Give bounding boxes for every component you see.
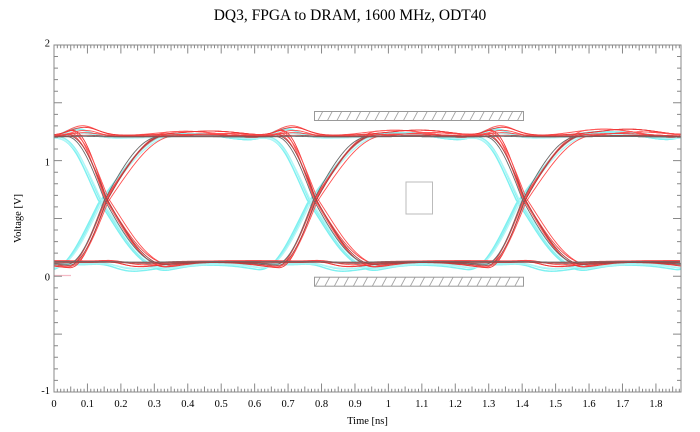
svg-text:1.2: 1.2 (449, 399, 462, 410)
svg-text:0.1: 0.1 (81, 399, 94, 410)
svg-text:0: 0 (51, 399, 56, 410)
svg-text:1.7: 1.7 (616, 399, 629, 410)
svg-text:1.3: 1.3 (482, 399, 495, 410)
svg-text:-1: -1 (41, 386, 50, 397)
svg-text:0.2: 0.2 (114, 399, 127, 410)
svg-text:1: 1 (45, 158, 50, 169)
svg-text:Voltage [V]: Voltage [V] (13, 194, 24, 243)
svg-text:2: 2 (45, 39, 50, 50)
svg-text:0.5: 0.5 (215, 399, 228, 410)
svg-text:0.4: 0.4 (181, 399, 195, 410)
svg-text:1: 1 (386, 399, 391, 410)
svg-text:0: 0 (45, 273, 50, 284)
svg-text:0.3: 0.3 (148, 399, 161, 410)
svg-text:0.7: 0.7 (282, 399, 295, 410)
svg-text:0.8: 0.8 (315, 399, 328, 410)
svg-text:0.6: 0.6 (248, 399, 261, 410)
svg-text:Time [ns]: Time [ns] (347, 416, 388, 427)
svg-text:DQ3, FPGA to DRAM, 1600 MHz, O: DQ3, FPGA to DRAM, 1600 MHz, ODT40 (214, 7, 487, 24)
svg-text:1.4: 1.4 (516, 399, 530, 410)
svg-text:1.1: 1.1 (415, 399, 428, 410)
svg-text:1.5: 1.5 (549, 399, 562, 410)
svg-text:0.9: 0.9 (348, 399, 361, 410)
svg-text:1.8: 1.8 (649, 399, 662, 410)
svg-text:1.6: 1.6 (582, 399, 595, 410)
